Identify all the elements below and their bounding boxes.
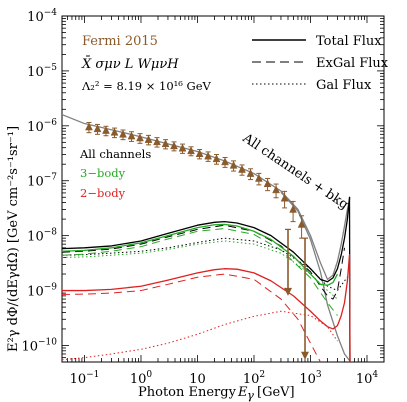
fermi-point xyxy=(144,135,153,143)
fermi-point xyxy=(102,125,110,134)
fermi-point xyxy=(161,139,170,148)
legend-label-total: Total Flux xyxy=(316,34,382,49)
fermi-point xyxy=(153,137,161,146)
fermi-point xyxy=(93,124,102,133)
y-axis-label: E²γ dΦ/(dEγdΩ) [GeV cm⁻²s⁻¹sr⁻¹] xyxy=(6,126,21,352)
curve-3-body-exgal xyxy=(62,227,338,316)
fermi-point xyxy=(195,149,204,158)
lambda-annotation: Λ₂² = 8.19 × 10¹⁶ GeV xyxy=(81,79,212,93)
curve-2-body-exgal xyxy=(62,273,321,362)
y-tick-label: 10−10 xyxy=(21,337,57,354)
curve-all-channels-exgal xyxy=(62,224,346,300)
x-tick-label: 100 xyxy=(130,370,153,387)
fermi-point xyxy=(289,204,297,213)
curve-3-body-total xyxy=(62,223,339,286)
legend-label-exgal: ExGal Flux xyxy=(316,56,389,71)
x-tick-label: 10−1 xyxy=(70,370,100,387)
y-tick-label: 10−8 xyxy=(27,228,57,245)
fermi-point xyxy=(246,169,255,177)
fermi-point xyxy=(263,179,272,188)
fermi-point xyxy=(229,160,238,169)
curve-background-only xyxy=(280,191,351,362)
fermi-point xyxy=(85,122,93,131)
fermi-data xyxy=(85,121,310,360)
legend: Total Flux ExGal Flux Gal Flux xyxy=(252,34,389,93)
fermi-point xyxy=(187,146,195,155)
fermi-point xyxy=(136,133,144,142)
x-axis-symbol-sub: γ xyxy=(247,388,254,402)
operator-annotation: X̄ σμν L WμνH xyxy=(81,56,179,72)
fermi-point xyxy=(170,141,178,150)
x-tick-label: 10 xyxy=(189,372,206,387)
y-tick-label: 10−7 xyxy=(27,173,57,190)
fermi-upper-limit-arrow xyxy=(284,287,293,296)
fermi-upper-limit-arrow xyxy=(301,351,310,360)
x-axis-unit: [GeV] xyxy=(257,385,295,400)
fermi-point xyxy=(212,154,221,163)
fermi-point xyxy=(280,193,289,202)
all-channels-bkg-annotation: All channels + bkg xyxy=(239,130,351,212)
fermi-point xyxy=(127,131,136,140)
fermi-point xyxy=(238,164,246,173)
fermi-point xyxy=(204,151,212,160)
x-tick-label: 102 xyxy=(243,370,265,387)
fermi-point xyxy=(272,185,280,194)
all-channels-annotation: All channels xyxy=(79,147,151,161)
x-axis-symbol: E xyxy=(237,385,248,400)
y-tick-label: 10−5 xyxy=(27,63,57,80)
axis-ticks: 10−1 100 10 102 103 104 10−10 10−9 10−8 10−7 10−6 1… xyxy=(21,8,385,387)
x-tick-label: 104 xyxy=(356,370,379,387)
three-body-annotation: 3−body xyxy=(80,166,126,180)
fermi-point xyxy=(221,157,229,166)
y-tick-label: 10−9 xyxy=(27,283,57,300)
fermi-point xyxy=(178,143,187,152)
y-tick-label: 10−4 xyxy=(27,8,57,25)
fermi-point xyxy=(254,173,263,182)
curve-3-body-gal xyxy=(62,240,338,300)
fermi-annotation: Fermi 2015 xyxy=(82,34,158,49)
x-tick-label: 103 xyxy=(299,370,322,387)
y-tick-label: 10−6 xyxy=(27,118,57,135)
curve-2-body-total xyxy=(62,254,351,362)
x-axis-title: Photon Energy xyxy=(138,385,237,400)
fermi-point xyxy=(297,219,306,228)
fermi-point xyxy=(110,127,119,136)
fermi-point xyxy=(119,129,127,138)
curve-2-body-gal xyxy=(62,310,338,361)
curve-all-channels xyxy=(62,196,351,362)
legend-label-gal: Gal Flux xyxy=(316,78,372,93)
two-body-annotation: 2−body xyxy=(80,186,126,200)
x-axis-label: Photon Energy E γ [GeV] xyxy=(138,385,295,402)
